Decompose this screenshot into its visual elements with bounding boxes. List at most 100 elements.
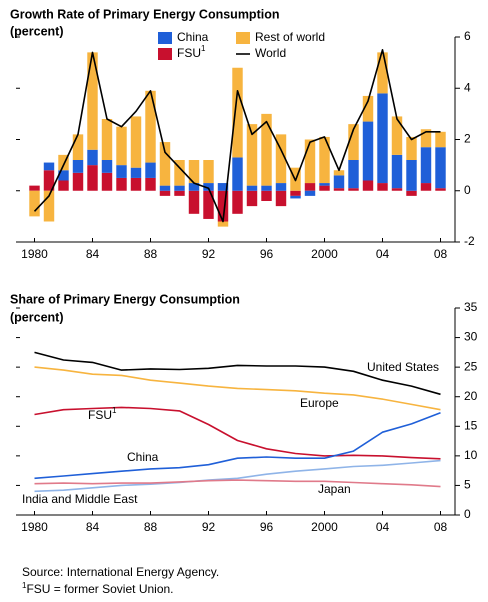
y-tick-label: 20 — [464, 389, 478, 403]
bar — [348, 188, 359, 191]
bar — [116, 126, 127, 166]
bar — [261, 190, 272, 201]
bar — [101, 119, 113, 160]
bar — [319, 136, 330, 184]
bar — [101, 160, 113, 173]
x-tick-label: 92 — [202, 247, 216, 261]
bar — [58, 154, 69, 171]
bar — [87, 165, 98, 191]
bar — [261, 113, 272, 186]
legend-label: World — [255, 46, 286, 60]
bar — [174, 160, 185, 186]
line — [34, 411, 441, 480]
bar — [188, 183, 200, 191]
chart-title: Share of Primary Energy Consumption — [10, 292, 240, 306]
bar — [174, 190, 185, 196]
y-tick-label: 4 — [464, 80, 471, 94]
bar — [87, 52, 98, 150]
bar — [348, 124, 359, 160]
series-label: India and Middle East — [22, 492, 138, 506]
series-label: Europe — [300, 396, 339, 410]
y-tick-label: 25 — [464, 359, 478, 373]
chart-subtitle: (percent) — [10, 24, 63, 38]
x-tick-label: 2000 — [311, 520, 338, 534]
y-tick-label: 5 — [464, 478, 471, 492]
y-tick-label: 6 — [464, 29, 471, 43]
line — [34, 366, 441, 411]
bar — [29, 190, 40, 217]
bar — [391, 188, 403, 191]
superscript: 1 — [201, 44, 206, 53]
bar — [406, 190, 417, 196]
bar — [420, 183, 432, 191]
bar — [362, 180, 374, 191]
bar — [130, 167, 142, 178]
x-tick-label: 88 — [144, 247, 158, 261]
bar — [435, 188, 446, 191]
x-tick-label: 08 — [434, 247, 448, 261]
bar — [406, 136, 417, 160]
bar — [72, 134, 84, 160]
bar — [232, 157, 243, 191]
line — [34, 351, 441, 396]
legend-swatch — [158, 48, 172, 60]
y-tick-label: 0 — [464, 507, 471, 521]
bar — [290, 195, 301, 199]
bar — [72, 172, 84, 191]
bar — [145, 177, 156, 191]
bar — [130, 177, 142, 191]
bar — [188, 160, 200, 184]
x-tick-label: 1980 — [21, 247, 48, 261]
series-name: Rest of world — [255, 30, 325, 44]
y-tick-label: 2 — [464, 132, 471, 146]
bar — [420, 129, 432, 148]
bar — [362, 121, 374, 181]
x-tick-label: 96 — [260, 247, 274, 261]
bar — [246, 124, 258, 186]
series-label: Japan — [318, 482, 351, 496]
footnote: 1FSU = former Soviet Union. — [22, 581, 174, 596]
chart-title: Growth Rate of Primary Energy Consumptio… — [10, 7, 279, 21]
bar — [217, 221, 229, 227]
bar — [362, 95, 374, 122]
bar — [377, 183, 388, 191]
bar — [333, 175, 345, 189]
bar — [145, 90, 156, 163]
y-tick-label: -2 — [464, 234, 475, 248]
x-tick-label: 08 — [434, 520, 448, 534]
bar — [435, 131, 446, 148]
bar — [377, 52, 388, 94]
y-tick-label: 15 — [464, 418, 478, 432]
bar — [159, 185, 171, 191]
bar — [87, 149, 98, 166]
bar — [174, 185, 185, 191]
bar — [391, 116, 403, 155]
bar — [333, 170, 345, 176]
bar — [217, 190, 229, 222]
bar — [319, 185, 330, 191]
y-tick-label: 0 — [464, 183, 471, 197]
bar — [58, 180, 69, 191]
legend-label: China — [177, 30, 209, 44]
bar — [130, 116, 142, 168]
bar — [406, 160, 417, 191]
bar — [435, 147, 446, 189]
line — [34, 459, 441, 493]
x-tick-label: 04 — [376, 520, 390, 534]
y-tick-label: 10 — [464, 448, 478, 462]
bar — [101, 172, 113, 191]
x-tick-label: 92 — [202, 520, 216, 534]
x-tick-label: 2000 — [311, 247, 338, 261]
x-tick-label: 84 — [86, 520, 100, 534]
bar — [275, 134, 287, 184]
bar — [203, 190, 214, 219]
legend-swatch — [158, 32, 172, 44]
series-name: FSU — [177, 46, 201, 60]
footnote-text: FSU = former Soviet Union. — [26, 582, 173, 596]
bar — [159, 190, 171, 196]
series-name: China — [127, 450, 159, 464]
bar — [333, 188, 345, 191]
series-label: China — [127, 450, 159, 464]
bar — [203, 183, 214, 191]
